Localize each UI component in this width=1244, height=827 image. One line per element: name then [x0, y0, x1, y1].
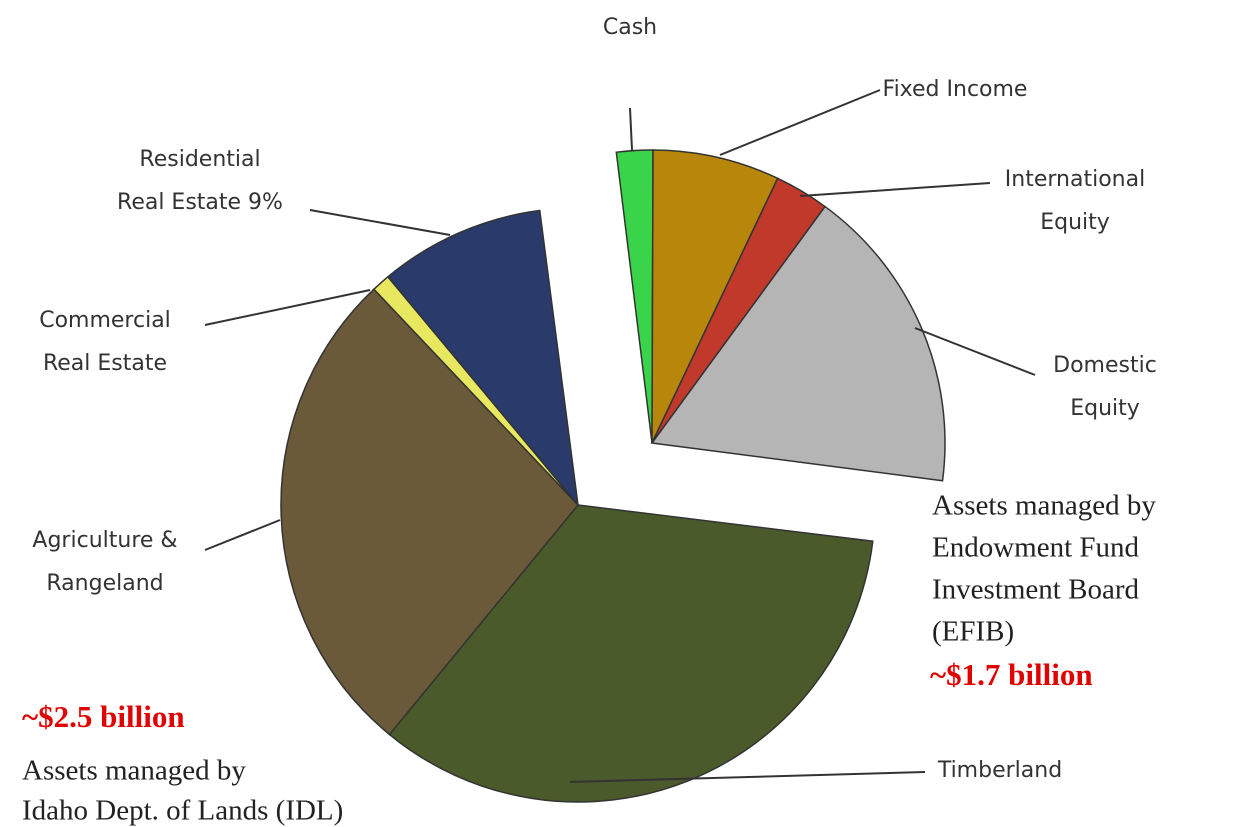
leader-line — [799, 182, 991, 197]
slice-label: Real Estate — [43, 351, 167, 376]
pie-wedge — [650, 205, 946, 482]
group-amount: ~$1.7 billion — [930, 657, 1093, 692]
slice-label: Rangeland — [46, 571, 163, 596]
leader-line — [569, 771, 926, 783]
slice-label: Cash — [603, 15, 657, 40]
group-description: Assets managed by — [22, 755, 246, 787]
slice-label: Agriculture & — [32, 528, 177, 553]
group-description: (EFIB) — [932, 616, 1014, 648]
slice-label: Real Estate 9% — [117, 190, 283, 215]
pie-wedge — [280, 288, 579, 736]
slice-label: Commercial — [39, 308, 171, 333]
leader-line — [914, 327, 1036, 376]
leader-lines — [204, 89, 1036, 783]
leader-line — [204, 289, 371, 326]
leader-line — [204, 519, 281, 551]
slice-label: Fixed Income — [883, 77, 1028, 102]
pie-wedge — [615, 149, 654, 444]
wedges — [280, 149, 946, 803]
leader-line — [629, 107, 633, 151]
group-description: Assets managed by — [932, 490, 1156, 522]
leader-line — [719, 89, 881, 156]
slice-label: Residential — [139, 147, 260, 172]
leader-line — [309, 209, 451, 236]
group-amount: ~$2.5 billion — [22, 699, 185, 734]
pie-wedge — [651, 149, 779, 444]
slice-label: Timberland — [937, 758, 1062, 783]
pie-wedge — [388, 504, 874, 803]
slice-label: International — [1005, 167, 1145, 192]
slice-label: Domestic — [1053, 353, 1157, 378]
group-description: Investment Board — [932, 574, 1139, 606]
group-description: Endowment Fund — [932, 532, 1140, 564]
pie-wedge — [386, 209, 580, 508]
slice-label: Equity — [1040, 210, 1110, 235]
group-description: Idaho Dept. of Lands (IDL) — [22, 795, 343, 827]
slice-label: Equity — [1070, 396, 1140, 421]
